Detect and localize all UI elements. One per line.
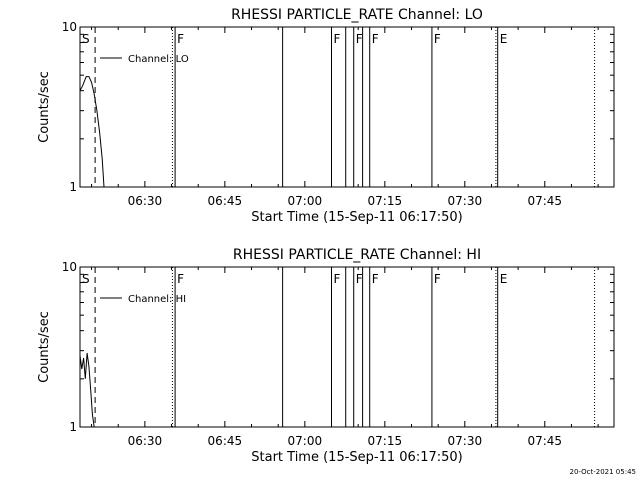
event-marker-label: F	[177, 32, 184, 46]
y-axis-label: Counts/sec	[37, 311, 52, 383]
x-tick-label: 07:45	[527, 194, 562, 208]
y-tick-label: 1	[69, 420, 77, 434]
series-line	[79, 352, 95, 428]
event-marker-label: F	[372, 272, 379, 286]
event-marker-label: F	[177, 272, 184, 286]
y-tick-label: 1	[69, 180, 77, 194]
x-tick-label: 07:00	[288, 434, 323, 448]
event-marker-label: F	[372, 32, 379, 46]
event-marker-label: E	[500, 32, 508, 46]
chart-panel-hi: RHESSI PARTICLE_RATE Channel: HI 06:30 06:…	[37, 247, 615, 465]
y-axis-label: Counts/sec	[37, 71, 52, 143]
event-marker-label: F	[334, 32, 341, 46]
x-tick-label: 06:30	[128, 194, 163, 208]
event-marker-label: F	[334, 272, 341, 286]
x-axis-label: Start Time (15-Sep-11 06:17:50)	[251, 450, 462, 465]
plot-frame	[79, 26, 615, 188]
chart-panel-lo: RHESSI PARTICLE_RATE Channel: LO 06:30 06:…	[37, 7, 615, 225]
chart-title: RHESSI PARTICLE_RATE Channel: HI	[233, 247, 481, 263]
x-tick-label: 07:00	[288, 194, 323, 208]
series-line	[79, 76, 105, 188]
x-tick-label: 07:45	[527, 434, 562, 448]
x-tick-label: 07:15	[368, 434, 403, 448]
x-tick-label: 06:45	[208, 434, 243, 448]
x-tick-label: 06:30	[128, 434, 163, 448]
x-tick-label: 07:30	[448, 194, 483, 208]
x-tick-label: 07:30	[448, 434, 483, 448]
plot-frame	[79, 266, 615, 428]
event-marker-label: S	[82, 32, 90, 46]
x-tick-label: 06:45	[208, 194, 243, 208]
legend-label: Channel: LO	[128, 54, 189, 65]
event-marker-label: F	[356, 272, 363, 286]
event-marker-label: F	[356, 32, 363, 46]
event-marker-label: F	[434, 272, 441, 286]
x-tick-label: 07:15	[368, 194, 403, 208]
y-tick-label: 10	[62, 260, 77, 274]
footer-timestamp: 20-Oct-2021 05:45	[570, 468, 636, 476]
event-marker-label: E	[500, 272, 508, 286]
x-axis-label: Start Time (15-Sep-11 06:17:50)	[251, 210, 462, 225]
y-tick-label: 10	[62, 20, 77, 34]
event-marker-label: S	[82, 272, 90, 286]
legend-label: Channel: HI	[128, 294, 186, 305]
chart-title: RHESSI PARTICLE_RATE Channel: LO	[231, 7, 483, 23]
event-marker-label: F	[434, 32, 441, 46]
